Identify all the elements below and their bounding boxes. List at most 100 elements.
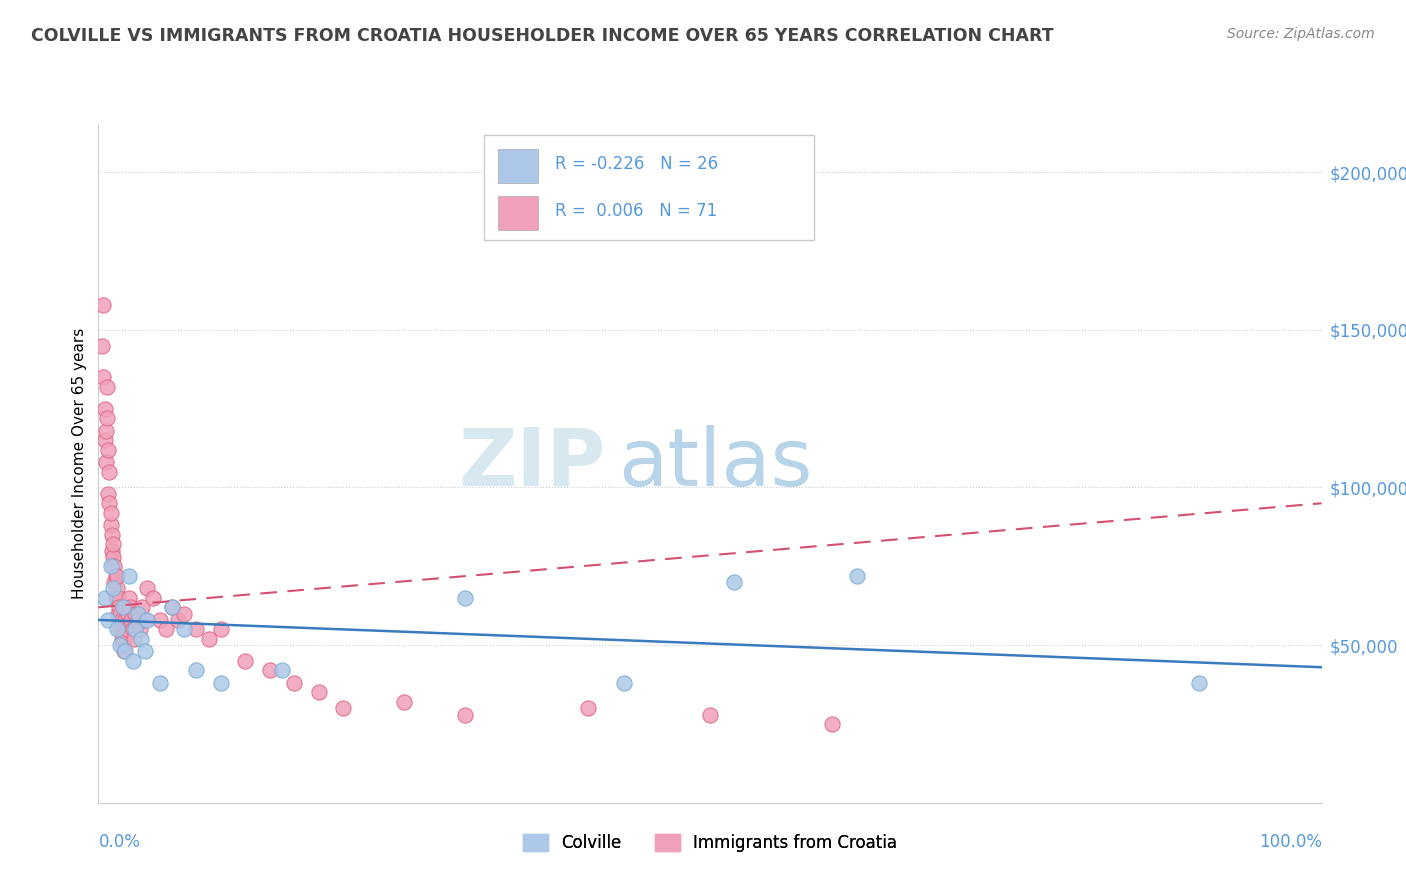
Point bbox=[723, 575, 745, 590]
Point bbox=[392, 695, 416, 709]
Text: R =  0.006   N = 71: R = 0.006 N = 71 bbox=[555, 202, 717, 220]
Text: atlas: atlas bbox=[619, 425, 813, 503]
Bar bbox=[498, 196, 537, 230]
Point bbox=[124, 623, 146, 637]
Point bbox=[114, 613, 136, 627]
Point bbox=[107, 607, 129, 621]
Point bbox=[1188, 676, 1211, 690]
Point bbox=[270, 664, 294, 678]
Point bbox=[121, 623, 143, 637]
Point bbox=[108, 613, 131, 627]
Point bbox=[94, 424, 117, 438]
Text: COLVILLE VS IMMIGRANTS FROM CROATIA HOUSEHOLDER INCOME OVER 65 YEARS CORRELATION: COLVILLE VS IMMIGRANTS FROM CROATIA HOUS… bbox=[31, 27, 1053, 45]
Point bbox=[100, 506, 122, 520]
Y-axis label: Householder Income Over 65 years: Householder Income Over 65 years bbox=[72, 328, 87, 599]
Legend: Colville, Immigrants from Croatia: Colville, Immigrants from Croatia bbox=[516, 828, 904, 859]
Point bbox=[186, 664, 208, 678]
Point bbox=[111, 632, 134, 646]
Point bbox=[136, 582, 159, 596]
Point bbox=[134, 644, 156, 658]
Point bbox=[105, 582, 128, 596]
Text: Source: ZipAtlas.com: Source: ZipAtlas.com bbox=[1227, 27, 1375, 41]
Point bbox=[454, 707, 477, 722]
Point bbox=[155, 623, 177, 637]
Point bbox=[100, 518, 122, 533]
Text: 100.0%: 100.0% bbox=[1258, 833, 1322, 851]
Point bbox=[173, 607, 195, 621]
Point bbox=[121, 654, 143, 668]
Point bbox=[142, 591, 165, 605]
Point bbox=[136, 613, 159, 627]
Point bbox=[117, 607, 139, 621]
Text: ZIP: ZIP bbox=[458, 425, 606, 503]
Point bbox=[454, 591, 477, 605]
Point bbox=[101, 537, 124, 551]
Point bbox=[111, 600, 134, 615]
Point bbox=[108, 600, 131, 615]
Point bbox=[111, 613, 134, 627]
Point bbox=[129, 623, 152, 637]
Point bbox=[160, 600, 183, 615]
Point bbox=[134, 613, 156, 627]
Point bbox=[114, 600, 136, 615]
Point bbox=[197, 632, 219, 646]
Point bbox=[93, 591, 115, 605]
Point bbox=[112, 632, 135, 646]
Point bbox=[110, 623, 132, 637]
Point bbox=[332, 701, 354, 715]
Point bbox=[101, 528, 124, 542]
Point bbox=[120, 600, 142, 615]
Point bbox=[93, 433, 115, 447]
Point bbox=[91, 297, 114, 311]
Point bbox=[308, 685, 330, 699]
Point bbox=[105, 568, 128, 582]
Point bbox=[111, 623, 134, 637]
Point bbox=[105, 623, 128, 637]
Point bbox=[283, 676, 305, 690]
Point bbox=[97, 613, 120, 627]
Point bbox=[103, 559, 125, 574]
Point bbox=[97, 487, 120, 501]
Point bbox=[94, 455, 117, 469]
Point bbox=[104, 591, 127, 605]
Point bbox=[103, 575, 125, 590]
Point bbox=[233, 654, 256, 668]
Point bbox=[96, 379, 118, 393]
Point bbox=[110, 607, 132, 621]
Point bbox=[699, 707, 721, 722]
Point bbox=[96, 411, 118, 425]
Point bbox=[112, 644, 135, 658]
Text: R = -0.226   N = 26: R = -0.226 N = 26 bbox=[555, 154, 718, 172]
Point bbox=[127, 613, 149, 627]
Point bbox=[131, 600, 153, 615]
Point bbox=[93, 401, 115, 416]
Point bbox=[124, 607, 146, 621]
Point bbox=[845, 568, 868, 582]
Point bbox=[91, 370, 114, 384]
Point bbox=[91, 338, 114, 352]
Point bbox=[821, 717, 844, 731]
Point bbox=[114, 644, 136, 658]
Point bbox=[97, 442, 120, 457]
Point bbox=[209, 623, 232, 637]
Point bbox=[122, 632, 145, 646]
Point bbox=[209, 676, 232, 690]
Point bbox=[576, 701, 599, 715]
Point bbox=[115, 623, 138, 637]
Point bbox=[149, 676, 172, 690]
Point bbox=[110, 638, 132, 652]
Point bbox=[101, 582, 124, 596]
Point bbox=[120, 613, 142, 627]
Point bbox=[149, 613, 172, 627]
Point bbox=[167, 613, 190, 627]
Point bbox=[98, 465, 121, 479]
Point bbox=[613, 676, 636, 690]
Point bbox=[173, 623, 195, 637]
Point bbox=[129, 632, 152, 646]
Point bbox=[107, 591, 129, 605]
Point bbox=[104, 568, 127, 582]
Point bbox=[259, 664, 281, 678]
Point bbox=[160, 600, 183, 615]
Point bbox=[118, 568, 141, 582]
Bar bbox=[498, 149, 537, 183]
